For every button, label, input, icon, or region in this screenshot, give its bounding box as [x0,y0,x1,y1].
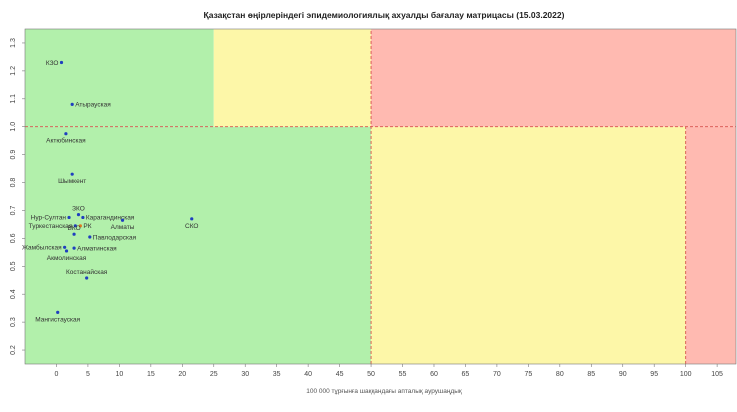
x-tick-label-85: 85 [587,371,595,378]
x-tick-label-0: 0 [55,371,59,378]
data-point-label-7: Карагандинская [86,215,135,222]
data-point-3 [64,132,68,136]
data-point-label-9: РК [83,223,91,230]
chart-title: Қазақстан өңірлеріндегі эпидемиологиялық… [204,10,565,20]
x-axis-label: 100 000 тұрғынға шаққандағы апталық ауру… [306,388,462,395]
data-point-7 [81,215,85,220]
data-point-label-11: СКО [185,223,198,230]
data-point-1 [59,60,64,65]
x-tick-label-35: 35 [273,371,281,378]
data-point-label-1: КЗО [46,60,59,67]
y-tick-label-11: 1.3 [10,38,17,48]
data-point-15 [72,246,76,250]
y-tick-label-10: 1.2 [10,66,17,76]
data-point-label-13: Павлодарская [93,234,137,241]
y-tick-label-6: 0.8 [10,178,17,188]
data-point-4 [70,172,74,176]
y-tick-label-8: 1.0 [10,122,17,132]
y-tick-label-1: 0.3 [10,317,17,327]
data-point-label-18: Мангистауская [35,316,80,323]
data-point-label-17: Костанайская [66,268,108,276]
data-point-label-2: Атырауская [75,102,111,109]
x-tick-label-105: 105 [711,371,723,378]
data-point-16 [64,249,69,253]
x-tick-label-60: 60 [430,371,438,378]
data-point-label-14: Жамбылская [22,244,62,252]
y-tick-label-0: 0.2 [10,345,17,355]
y-tick-label-5: 0.7 [10,205,17,215]
data-point-label-3: Актюбинская [46,137,86,145]
zone-6 [685,126,736,364]
zone-3 [371,29,736,127]
x-tick-label-65: 65 [462,371,470,378]
y-tick-label-7: 0.9 [10,150,17,160]
x-tick-label-25: 25 [210,371,218,378]
data-point-label-12: ВКО [68,225,81,232]
x-axis: 0 5 10 15 20 25 30 35 40 45 50 55 60 65 70 75 80 85 90 95 10… [55,364,723,378]
data-points: КЗО Атырауская Актюбинская Шымкент ЗКО Нур-Су… [22,60,198,324]
zones [25,29,736,364]
data-point-2 [70,102,74,106]
data-point-label-10: Алматы [111,224,135,231]
plot-frame [24,28,737,365]
x-tick-label-20: 20 [178,371,186,378]
y-axis: 0.2 0.3 0.4 0.5 0.6 0.7 0.8 0.9 1.0 1.1 1.2 1.3 [10,38,25,355]
data-point-label-16: Акмолинская [47,255,87,262]
x-tick-label-55: 55 [399,371,407,378]
x-tick-label-80: 80 [556,371,564,378]
data-point-label-6: Нур-Султан [31,215,67,222]
x-tick-label-70: 70 [493,371,501,378]
x-tick-label-95: 95 [650,371,658,378]
data-point-8 [73,224,77,228]
x-tick-label-10: 10 [115,371,123,378]
x-tick-label-15: 15 [147,371,155,378]
zone-5 [371,126,686,364]
data-point-label-8: Туркестанская [29,223,73,230]
data-point-12 [72,232,76,236]
data-point-5 [76,213,81,217]
zone-4 [25,126,372,364]
data-point-label-5: ЗКО [72,206,85,213]
zone-1 [25,29,214,127]
threshold-lines [25,29,736,364]
data-point-9 [78,224,82,228]
x-tick-label-30: 30 [241,371,249,378]
x-tick-label-40: 40 [304,371,312,378]
y-tick-label-2: 0.4 [10,289,17,299]
data-point-14 [63,245,67,249]
data-point-6 [67,215,71,220]
data-point-label-15: Алматинская [77,245,117,252]
data-point-18 [56,310,60,314]
data-point-13 [88,235,92,239]
zone-2 [213,29,372,127]
y-tick-label-3: 0.5 [10,261,17,271]
y-tick-label-9: 1.1 [10,94,17,104]
data-point-11 [190,217,194,221]
data-point-10 [120,218,125,222]
y-tick-label-4: 0.6 [10,233,17,243]
data-point-17 [85,276,89,280]
x-tick-label-50: 50 [367,371,375,378]
data-point-label-4: Шымкент [58,178,86,185]
x-tick-label-75: 75 [524,371,532,378]
x-tick-label-100: 100 [680,371,692,378]
x-tick-label-90: 90 [619,371,627,378]
x-tick-label-5: 5 [86,371,90,378]
x-tick-label-45: 45 [336,371,344,378]
